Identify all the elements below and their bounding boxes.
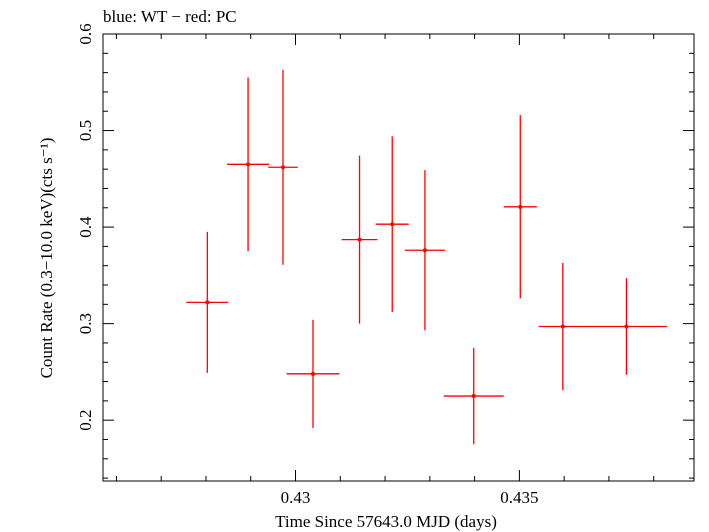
y-tick-label: 0.6	[76, 23, 95, 44]
point-marker	[560, 324, 565, 329]
y-tick-label: 0.4	[76, 216, 95, 238]
point-marker	[280, 165, 285, 170]
point-marker	[518, 204, 523, 209]
data-marks	[186, 69, 668, 445]
point-marker	[422, 248, 427, 253]
data-point	[341, 155, 378, 324]
data-point	[186, 231, 229, 373]
point-marker	[357, 237, 362, 242]
y-tick-label: 0.2	[76, 410, 95, 431]
plot-frame	[102, 33, 695, 482]
point-marker	[310, 371, 315, 376]
point-marker	[205, 300, 210, 305]
data-point	[585, 278, 668, 375]
data-point	[443, 347, 504, 445]
data-point	[375, 136, 409, 313]
data-point	[286, 319, 340, 428]
x-tick-label: 0.43	[281, 488, 311, 507]
axes: 0.43 0.435 0.2 0.3 0.4 0.5 0.6	[76, 23, 694, 507]
point-marker	[390, 222, 395, 227]
y-axis-label: Count Rate (0.3−10.0 keV)(cts s⁻¹)	[37, 138, 56, 379]
chart-title: blue: WT − red: PC	[103, 7, 237, 26]
point-marker	[246, 162, 251, 167]
data-point	[404, 170, 446, 331]
data-point	[538, 262, 587, 391]
x-tick-label: 0.435	[500, 488, 538, 507]
y-tick-label: 0.5	[76, 120, 95, 141]
data-point	[227, 77, 270, 252]
data-point	[503, 115, 537, 299]
point-marker	[624, 324, 629, 329]
x-axis-label: Time Since 57643.0 MJD (days)	[275, 512, 497, 531]
point-marker	[471, 394, 476, 399]
y-tick-label: 0.3	[76, 313, 95, 334]
data-point	[268, 69, 298, 265]
